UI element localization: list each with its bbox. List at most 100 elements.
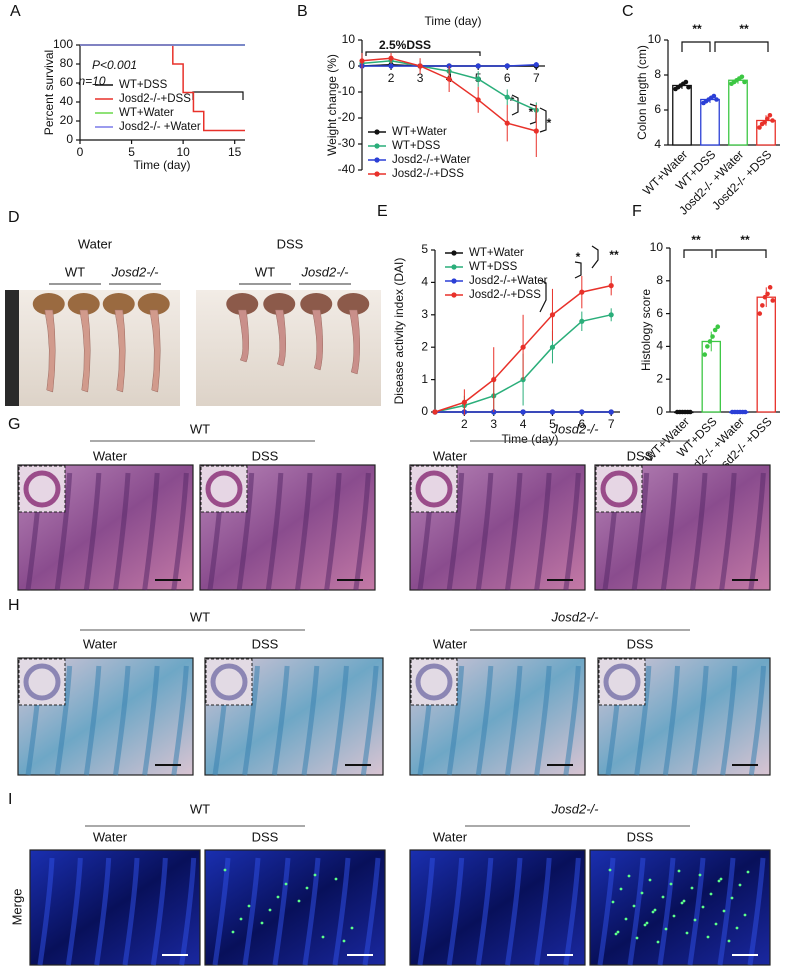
tissue-fold (142, 665, 160, 776)
y-tick-label: 5 (421, 242, 428, 256)
fluorescent-signal (305, 886, 309, 890)
inset-section (415, 663, 453, 701)
tissue-fold (747, 857, 766, 966)
x-tick-label: 0 (77, 145, 84, 159)
x-axis-label: Time (day) (502, 432, 559, 446)
significance-bracket (683, 249, 713, 258)
fluorescent-signal (651, 910, 655, 914)
y-tick-label: -30 (338, 136, 356, 150)
fluorescent-signal (685, 931, 689, 935)
fluorescent-signal (661, 895, 665, 899)
data-point (608, 312, 614, 318)
y-axis-label: Percent survival (42, 50, 56, 135)
data-point (760, 303, 765, 308)
fluorescent-signal (619, 887, 623, 891)
tissue-fold (242, 665, 260, 776)
x-tick-label: 2 (461, 417, 468, 431)
y-tick-label: 100 (53, 37, 73, 51)
tissue-fold (37, 857, 55, 966)
data-point (388, 63, 394, 69)
annotation: * (510, 94, 515, 108)
y-tick-label: 8 (656, 273, 663, 287)
data-point (446, 76, 452, 82)
legend-label: Josd2-/-+Water (469, 275, 548, 287)
fluorescent-signal (672, 914, 676, 918)
significance-bracket (591, 245, 599, 269)
fluorescent-signal (611, 900, 615, 904)
significance-bracket (574, 261, 582, 279)
subgroup-label: DSS (252, 636, 279, 651)
legend-label: WT+Water (392, 126, 447, 138)
tissue-fold (242, 857, 261, 966)
legend-label: Josd2-/-+DSS (119, 93, 191, 105)
x-tick-label: 5 (128, 145, 135, 159)
tissue-fold (324, 472, 342, 591)
tissue-fold (446, 857, 465, 966)
x-axis-label: Time (day) (134, 158, 191, 172)
tissue-fold (446, 665, 465, 776)
y-tick-label: 6 (656, 306, 663, 320)
inset-section (205, 470, 243, 508)
fluorescent-signal (746, 870, 750, 874)
x-tick-label: 4 (520, 417, 527, 431)
significance-bracket (365, 51, 481, 56)
legend-label: WT+Water (469, 247, 524, 259)
y-tick-label: 20 (60, 113, 74, 127)
subgroup-label: DSS (252, 829, 279, 844)
y-tick-label: 2 (421, 339, 428, 353)
legend-label: WT+DSS (119, 79, 168, 91)
group-label: Water (78, 236, 113, 251)
group-label: WT (190, 609, 210, 624)
tissue-fold (475, 665, 494, 776)
y-tick-label: 10 (342, 32, 356, 46)
subgroup-label: Water (93, 448, 128, 463)
fluorescent-signal (690, 886, 694, 890)
legend-marker (374, 143, 380, 149)
subgroup-label: Josd2-/- (301, 264, 350, 279)
fluorescent-signal (648, 878, 652, 882)
x-tick-label: 15 (228, 145, 242, 159)
data-point (742, 79, 747, 85)
legend-marker (451, 250, 457, 256)
y-tick-label: 4 (421, 275, 428, 289)
subgroup-label: Water (83, 636, 118, 651)
fluorescent-signal (653, 908, 657, 912)
x-tick-label: 5 (549, 417, 556, 431)
y-tick-label: 1 (421, 372, 428, 386)
y-tick-label: -20 (338, 110, 356, 124)
inset-section (600, 470, 638, 508)
tissue-fold (631, 472, 650, 591)
fluorescent-signal (743, 913, 747, 917)
legend-marker (451, 278, 457, 284)
data-point (491, 377, 497, 383)
annotation: n=10 (78, 74, 105, 88)
colon (274, 309, 286, 367)
y-tick-label: 0 (348, 58, 355, 72)
panel-label: H (8, 597, 20, 614)
subgroup-label: DSS (627, 636, 654, 651)
tissue-fold (563, 857, 581, 966)
tissue-fold (748, 472, 766, 591)
subgroup-label: Water (433, 829, 468, 844)
colon-cecum (32, 293, 65, 315)
data-point (687, 409, 693, 415)
panel-label: I (8, 791, 12, 808)
group-label: WT (190, 801, 210, 816)
data-point (432, 409, 438, 415)
legend-marker (374, 157, 380, 163)
fluorescent-signal (698, 873, 702, 877)
data-point (757, 125, 762, 130)
panel-label: B (297, 3, 308, 20)
tissue-fold (446, 472, 465, 591)
micrograph (204, 849, 386, 966)
data-point (504, 120, 510, 126)
y-tick-label: 10 (650, 240, 664, 254)
annotation: * (529, 105, 534, 119)
row-label: Merge (9, 889, 24, 926)
data-point (770, 298, 776, 303)
fluorescent-signal (247, 904, 251, 908)
tissue-fold (660, 472, 679, 591)
data-point (710, 334, 715, 339)
data-point (549, 409, 556, 415)
data-point (359, 58, 365, 64)
